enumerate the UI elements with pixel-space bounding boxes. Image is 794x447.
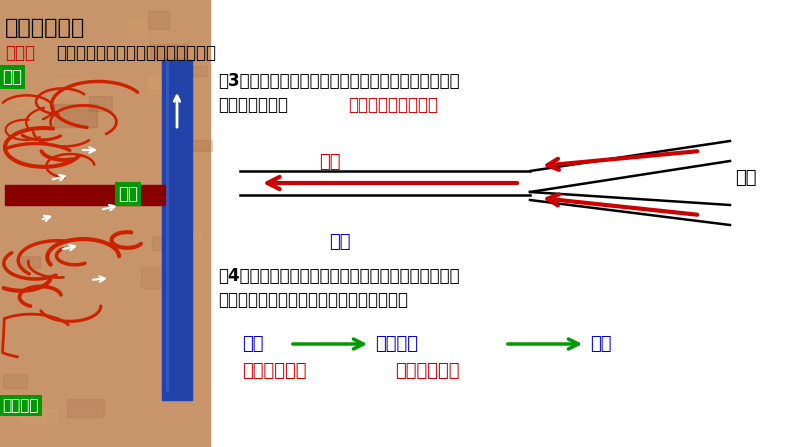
- Text: 血流速度最慢: 血流速度最慢: [395, 362, 460, 380]
- Text: 血流速度最快: 血流速度最快: [242, 362, 306, 380]
- Bar: [150, 44, 187, 58]
- Bar: [0, 0, 210, 447]
- Bar: [89, 96, 112, 110]
- Text: 思考：: 思考：: [5, 44, 35, 62]
- Bar: [177, 140, 212, 152]
- Bar: [178, 231, 202, 240]
- Text: 毛细血管: 毛细血管: [2, 398, 38, 413]
- Text: 一、认识血管: 一、认识血管: [5, 18, 85, 38]
- Bar: [66, 190, 95, 199]
- Bar: [121, 19, 147, 38]
- Bar: [54, 79, 79, 98]
- Bar: [152, 236, 181, 250]
- Text: （3）管径最小的血管最终汇入什么血管？这种血管血: （3）管径最小的血管最终汇入什么血管？这种血管血: [218, 72, 460, 90]
- Bar: [17, 408, 46, 420]
- Bar: [3, 375, 27, 388]
- Text: 静脉；血流速度较慢: 静脉；血流速度较慢: [348, 96, 438, 114]
- Text: 是什么血管？血流速度最慢的是什么血管？: 是什么血管？血流速度最慢的是什么血管？: [218, 291, 408, 309]
- Text: 动脉: 动脉: [2, 68, 22, 86]
- Bar: [5, 185, 165, 205]
- Text: 静脉: 静脉: [118, 185, 138, 203]
- Bar: [21, 256, 40, 268]
- Bar: [141, 266, 164, 287]
- Bar: [75, 152, 96, 169]
- Text: 结合观看的视频，思考以下几个问题: 结合观看的视频，思考以下几个问题: [56, 44, 216, 62]
- Text: 动脉: 动脉: [242, 335, 264, 353]
- Bar: [16, 97, 43, 110]
- Bar: [148, 11, 169, 30]
- Text: （4）三种血管的血流过程依次是什么血流速度最快的: （4）三种血管的血流过程依次是什么血流速度最快的: [218, 267, 460, 285]
- Text: 分支: 分支: [735, 169, 757, 187]
- Bar: [148, 76, 190, 93]
- Bar: [54, 104, 97, 127]
- Bar: [162, 60, 192, 400]
- Text: 静脉: 静脉: [330, 233, 351, 251]
- Text: 主干: 主干: [319, 153, 341, 171]
- Bar: [67, 399, 104, 417]
- Text: 毛细血管: 毛细血管: [375, 335, 418, 353]
- Bar: [21, 409, 57, 423]
- Text: 流有什么特点？: 流有什么特点？: [218, 96, 288, 114]
- Bar: [166, 66, 207, 76]
- Text: 静脉: 静脉: [590, 335, 611, 353]
